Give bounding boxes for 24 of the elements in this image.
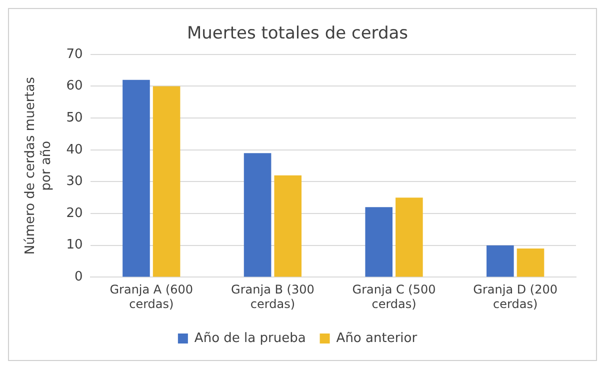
y-tick-label: 20 — [66, 206, 83, 221]
bar — [122, 80, 150, 277]
x-tick-label: Granja D (200 cerdas) — [473, 282, 558, 311]
legend-label: Año de la prueba — [194, 330, 306, 346]
bar — [396, 198, 423, 277]
x-tick-label: Granja A (600 cerdas) — [110, 282, 194, 311]
y-tick-label: 70 — [66, 46, 83, 62]
y-tick-label: 40 — [66, 142, 83, 158]
bar — [486, 245, 514, 277]
bar — [152, 86, 180, 277]
bar — [365, 207, 393, 277]
x-tick-label: Granja B (300 cerdas) — [231, 282, 314, 311]
y-tick-label: 0 — [74, 270, 83, 285]
bar — [274, 175, 302, 277]
y-tick-label: 30 — [66, 174, 83, 190]
bar — [516, 248, 544, 277]
y-tick-label: 60 — [66, 78, 83, 94]
legend-label: Año anterior — [336, 330, 418, 346]
y-tick-label: 50 — [66, 110, 83, 126]
x-tick-label: Granja C (500 cerdas) — [352, 282, 436, 311]
y-axis-title: Número de cerdas muertas por año — [23, 76, 54, 255]
bar — [244, 153, 272, 277]
chart-title: Muertes totales de cerdas — [186, 24, 408, 44]
y-tick-label: 10 — [66, 238, 83, 253]
